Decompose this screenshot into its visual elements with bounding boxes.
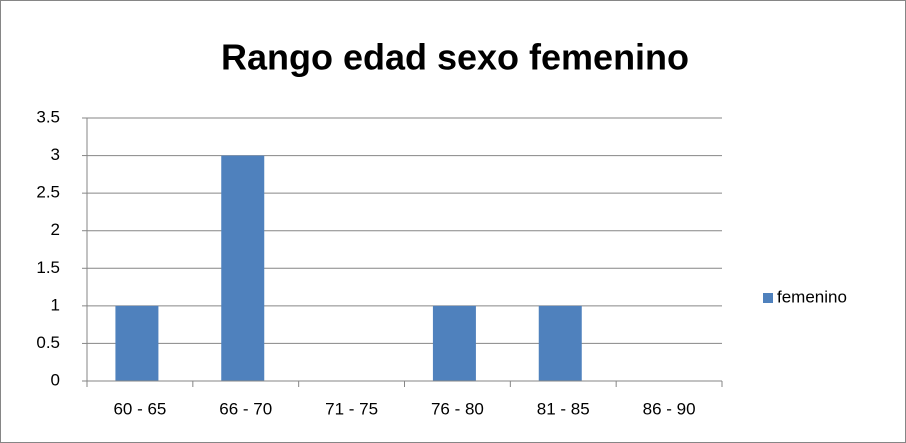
bar [115,305,159,381]
y-tick-label: 2.5 [36,183,60,202]
legend-swatch [763,293,773,303]
chart-title: Rango edad sexo femenino [221,37,689,78]
x-tick-label: 66 - 70 [219,399,272,418]
y-tick-label: 0.5 [36,333,60,352]
y-tick-label: 0 [51,370,60,389]
y-tick-label: 3.5 [36,107,60,126]
x-tick-label: 86 - 90 [643,399,696,418]
bar [221,155,265,381]
y-tick-label: 3 [51,145,60,164]
x-tick-label: 60 - 65 [113,399,166,418]
bar [538,305,582,381]
y-tick-label: 2 [51,220,60,239]
x-tick-label: 71 - 75 [325,399,378,418]
x-tick-label: 81 - 85 [537,399,590,418]
y-tick-label: 1.5 [36,258,60,277]
x-tick-label: 76 - 80 [431,399,484,418]
legend-label: femenino [777,287,847,306]
bar [432,305,476,381]
y-tick-label: 1 [51,295,60,314]
